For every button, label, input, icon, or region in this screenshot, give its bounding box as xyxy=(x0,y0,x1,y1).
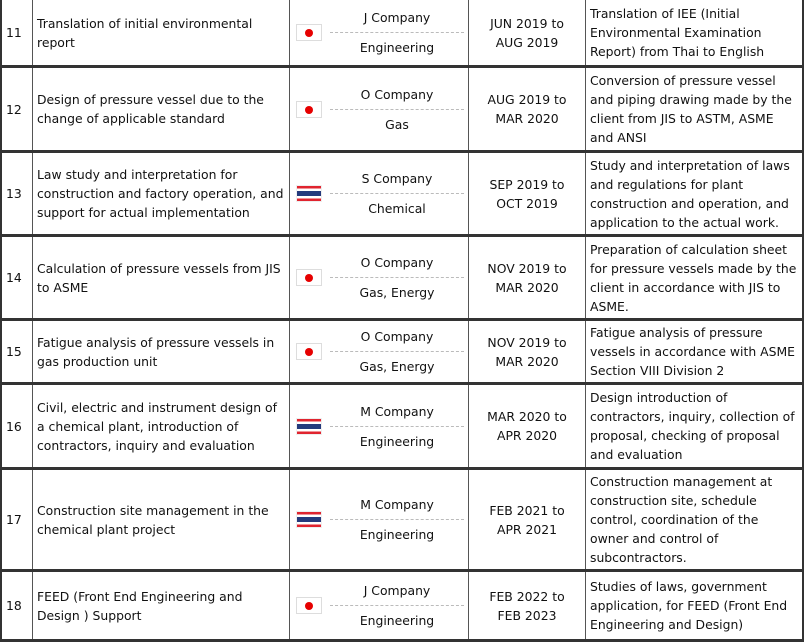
project-name: FEED (Front End Engineering and Design )… xyxy=(32,569,290,642)
client-cell: J Company Engineering xyxy=(289,569,469,642)
client-cell: M Company Engineering xyxy=(289,382,469,470)
japan-flag-icon xyxy=(296,343,322,360)
period: NOV 2019 to MAR 2020 xyxy=(468,234,586,321)
project-name: Construction site management in the chem… xyxy=(32,467,290,572)
period-end: MAR 2020 xyxy=(495,111,559,126)
period: MAR 2020 to APR 2020 xyxy=(468,382,586,470)
period-start: SEP 2019 to xyxy=(489,176,565,192)
description: Conversion of pressure vessel and piping… xyxy=(585,65,804,153)
period-start: NOV 2019 to xyxy=(487,334,567,350)
row-number: 14 xyxy=(0,234,33,321)
industry: Engineering xyxy=(359,433,435,449)
row-number: 15 xyxy=(0,318,33,385)
row-number: 13 xyxy=(0,150,33,237)
period-start: FEB 2021 to xyxy=(489,502,565,518)
company-name: O Company xyxy=(360,329,434,344)
thailand-flag-icon xyxy=(296,185,322,202)
industry: Gas xyxy=(385,116,409,132)
description: Construction management at construction … xyxy=(585,467,804,572)
company-name: M Company xyxy=(360,403,434,419)
project-name: Fatigue analysis of pressure vessels in … xyxy=(32,318,290,385)
period-end: MAR 2020 xyxy=(495,353,559,369)
thailand-flag-icon xyxy=(296,417,322,435)
table-row: 18 FEED (Front End Engineering and Desig… xyxy=(0,569,804,642)
period: FEB 2022 to FEB 2023 xyxy=(468,569,586,642)
description: Studies of laws, government application,… xyxy=(585,569,804,642)
table-row: 17 Construction site management in the c… xyxy=(0,467,804,572)
description: Fatigue analysis of pressure vessels in … xyxy=(585,318,804,385)
project-name: Calculation of pressure vessels from JIS… xyxy=(32,234,290,321)
industry: Chemical xyxy=(368,201,426,216)
divider xyxy=(330,193,464,194)
client-cell: O Company Gas xyxy=(289,65,469,153)
industry: Engineering xyxy=(359,527,435,542)
description: Study and interpretation of laws and reg… xyxy=(585,150,804,237)
table-row: 11 Translation of initial environmental … xyxy=(0,0,804,68)
divider xyxy=(330,425,464,427)
industry: Engineering xyxy=(359,613,435,628)
period-end: MAR 2020 xyxy=(495,279,559,295)
description: Translation of IEE (Initial Environmenta… xyxy=(585,0,804,68)
divider xyxy=(330,32,464,33)
client-cell: O Company Gas, Energy xyxy=(289,318,469,385)
period-start: NOV 2019 to xyxy=(487,260,567,276)
company-name: O Company xyxy=(360,255,434,270)
company-name: J Company xyxy=(363,10,431,25)
project-name: Law study and interpretation for constru… xyxy=(32,150,290,237)
period-start: AUG 2019 to xyxy=(487,92,567,107)
japan-flag-icon xyxy=(296,100,322,118)
row-number: 17 xyxy=(0,467,33,572)
period-start: JUN 2019 to xyxy=(490,15,564,31)
project-name: Civil, electric and instrument design of… xyxy=(32,382,290,470)
description: Preparation of calculation sheet for pre… xyxy=(585,234,804,321)
thailand-flag-icon xyxy=(296,511,322,528)
company-name: O Company xyxy=(360,86,434,102)
row-number: 12 xyxy=(0,65,33,153)
client-cell: O Company Gas, Energy xyxy=(289,234,469,321)
table-row: 15 Fatigue analysis of pressure vessels … xyxy=(0,318,804,385)
company-name: J Company xyxy=(363,583,431,598)
period: SEP 2019 to OCT 2019 xyxy=(468,150,586,237)
period: AUG 2019 to MAR 2020 xyxy=(468,65,586,153)
japan-flag-icon xyxy=(296,597,322,614)
period-start: MAR 2020 to xyxy=(487,409,567,424)
period-end: AUG 2019 xyxy=(495,34,559,50)
project-name: Translation of initial environmental rep… xyxy=(32,0,290,68)
divider xyxy=(330,519,464,520)
client-cell: J Company Engineering xyxy=(289,0,469,68)
period-end: APR 2021 xyxy=(496,521,558,537)
industry: Gas, Energy xyxy=(359,359,435,374)
table-row: 14 Calculation of pressure vessels from … xyxy=(0,234,804,321)
client-cell: M Company Engineering xyxy=(289,467,469,572)
client-cell: S Company Chemical xyxy=(289,150,469,237)
japan-flag-icon xyxy=(296,269,322,286)
divider xyxy=(330,277,464,278)
divider xyxy=(330,108,464,110)
project-name: Design of pressure vessel due to the cha… xyxy=(32,65,290,153)
company-name: M Company xyxy=(360,497,434,512)
description: Design introduction of contractors, inqu… xyxy=(585,382,804,470)
japan-flag-icon xyxy=(296,24,322,41)
row-number: 11 xyxy=(0,0,33,68)
table-row: 13 Law study and interpretation for cons… xyxy=(0,150,804,237)
row-number: 18 xyxy=(0,569,33,642)
period-end: APR 2020 xyxy=(496,428,558,443)
industry: Gas, Energy xyxy=(359,285,435,300)
table-row: 12 Design of pressure vessel due to the … xyxy=(0,65,804,153)
period-end: FEB 2023 xyxy=(497,607,557,623)
period-start: FEB 2022 to xyxy=(489,588,565,604)
company-name: S Company xyxy=(361,171,433,186)
divider xyxy=(330,605,464,606)
period-end: OCT 2019 xyxy=(496,195,558,211)
period: NOV 2019 to MAR 2020 xyxy=(468,318,586,385)
table-row: 16 Civil, electric and instrument design… xyxy=(0,382,804,470)
divider xyxy=(330,351,464,352)
period: JUN 2019 to AUG 2019 xyxy=(468,0,586,68)
period: FEB 2021 to APR 2021 xyxy=(468,467,586,572)
industry: Engineering xyxy=(359,40,435,55)
row-number: 16 xyxy=(0,382,33,470)
